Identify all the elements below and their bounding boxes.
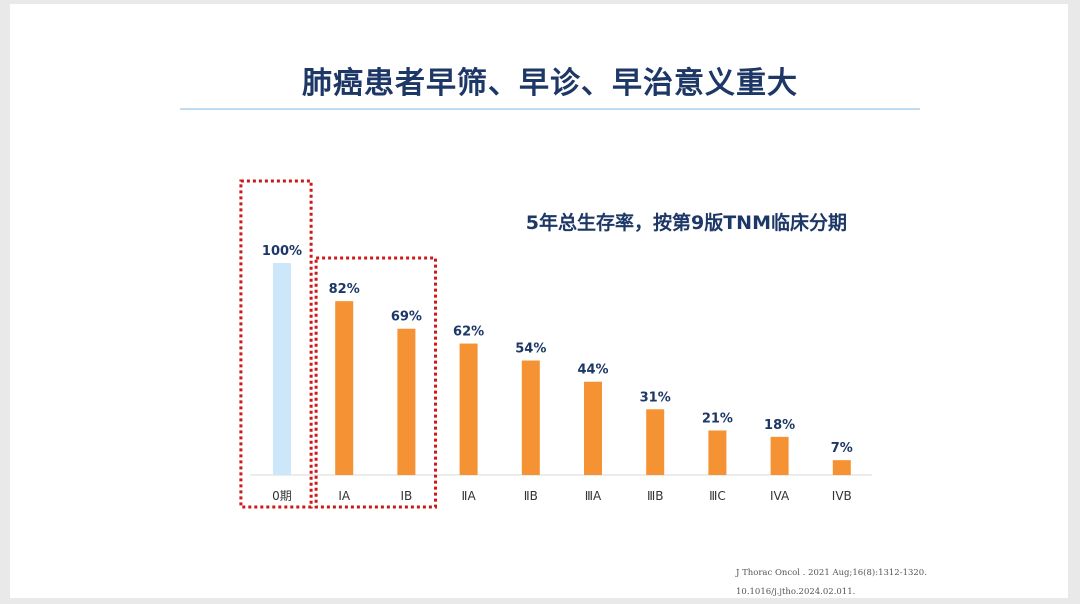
bar-ia xyxy=(335,301,354,475)
bar-iva xyxy=(770,436,789,475)
category-label-ⅱa: ⅡA xyxy=(462,489,477,503)
bar-ⅱa xyxy=(459,343,478,475)
slide-title: 肺癌患者早筛、早诊、早治意义重大 xyxy=(302,66,798,101)
highlight-box-ia-ib xyxy=(314,256,438,509)
category-label-ib: IB xyxy=(401,489,413,503)
value-label-ivb: 7% xyxy=(831,441,853,456)
bar-0期 xyxy=(273,263,291,475)
bar-ivb xyxy=(832,460,851,475)
value-label-ⅲa: 44% xyxy=(577,363,608,378)
bar-ⅲb xyxy=(646,409,665,475)
value-label-ia: 82% xyxy=(329,282,360,297)
value-label-ⅲb: 31% xyxy=(640,390,671,405)
category-label-ⅱb: ⅡB xyxy=(524,489,538,503)
bar-ⅲa xyxy=(584,381,602,475)
value-label-0期: 100% xyxy=(262,244,302,259)
bar-ib xyxy=(397,328,416,475)
slide xyxy=(10,4,1068,598)
value-label-ib: 69% xyxy=(391,310,422,325)
category-label-ⅲc: ⅢC xyxy=(709,489,726,503)
reference-line-1: J Thorac Oncol . 2021 Aug;16(8):1312-132… xyxy=(736,568,927,578)
reference-line-2: 10.1016/j.jtho.2024.02.011. xyxy=(736,587,856,597)
value-label-ⅲc: 21% xyxy=(702,411,733,426)
category-label-ⅲa: ⅢA xyxy=(585,489,602,503)
chart-title: 5年总生存率，按第9版TNM临床分期 xyxy=(526,211,847,234)
category-label-ivb: IVB xyxy=(832,489,852,503)
category-label-0期: 0期 xyxy=(272,489,292,503)
value-label-ⅱb: 54% xyxy=(515,342,546,357)
value-label-iva: 18% xyxy=(764,418,795,433)
bar-ⅱb xyxy=(521,360,540,475)
category-label-iva: IVA xyxy=(770,489,790,503)
category-label-ia: IA xyxy=(338,489,351,503)
title-divider xyxy=(180,108,920,110)
bar-ⅲc xyxy=(708,430,727,475)
value-label-ⅱa: 62% xyxy=(453,325,484,340)
category-label-ⅲb: ⅢB xyxy=(647,489,664,503)
